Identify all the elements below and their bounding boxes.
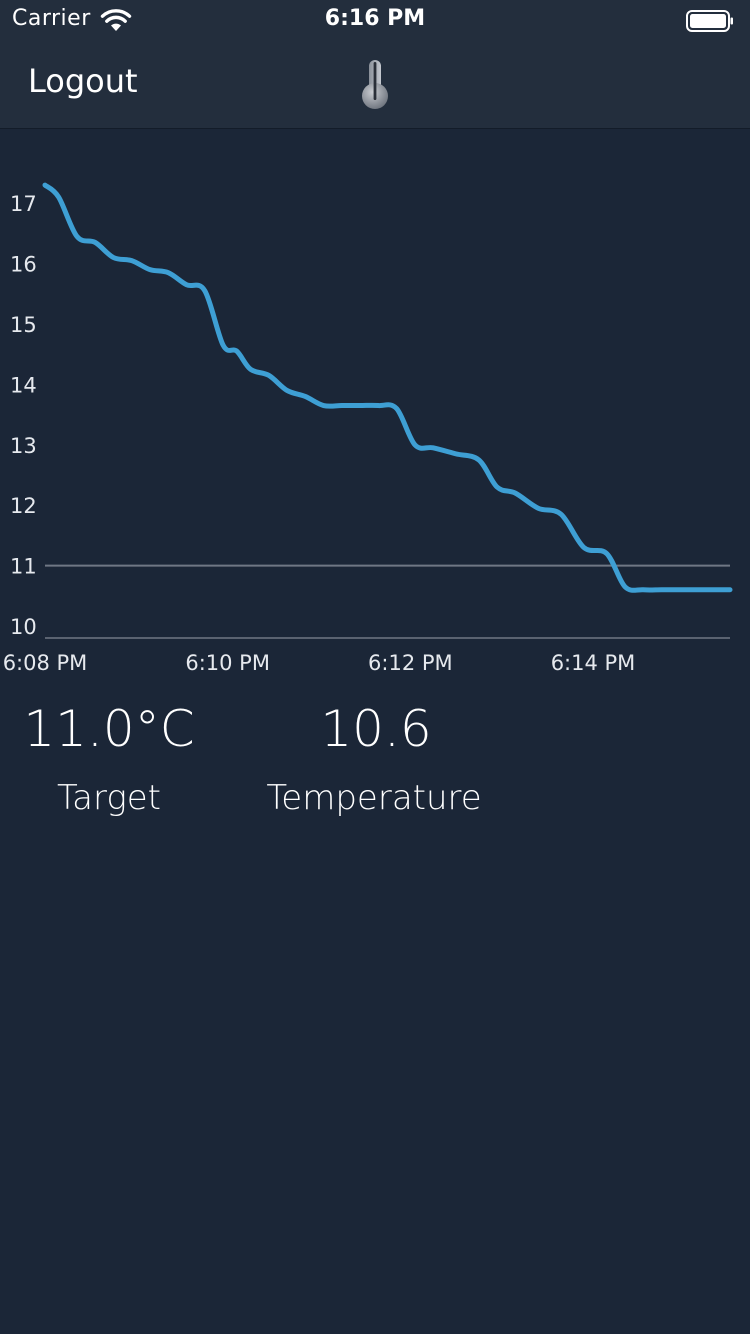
x-tick-label: 6:08 PM (3, 651, 88, 675)
wifi-icon (100, 9, 132, 31)
target-label: Target (56, 778, 161, 818)
x-axis-ticks: 6:08 PM 6:10 PM 6:12 PM 6:14 PM (3, 651, 636, 675)
y-axis-ticks: 17 16 15 14 13 12 11 10 (10, 192, 37, 639)
y-tick-label: 15 (10, 313, 37, 337)
y-tick-label: 14 (10, 373, 37, 397)
y-tick-label: 10 (10, 615, 37, 639)
temperature-value: 10.6 (320, 700, 432, 758)
logout-button[interactable]: Logout (28, 62, 138, 100)
x-tick-label: 6:14 PM (551, 651, 636, 675)
battery-icon (686, 10, 733, 32)
x-tick-label: 6:12 PM (368, 651, 453, 675)
y-tick-label: 16 (10, 253, 37, 277)
temperature-series-line (42, 182, 733, 593)
status-time: 6:16 PM (324, 6, 426, 31)
target-value: 11.0°C (23, 700, 195, 758)
y-tick-label: 13 (10, 434, 37, 458)
y-tick-label: 17 (10, 192, 37, 216)
status-bar: Carrier 6:16 PM (0, 0, 750, 40)
nav-bar: Logout (0, 40, 750, 129)
x-tick-label: 6:10 PM (185, 651, 270, 675)
y-tick-label: 12 (10, 494, 37, 518)
temperature-label: Temperature (266, 778, 482, 818)
carrier-label: Carrier (12, 6, 91, 31)
thermometer-icon (362, 60, 388, 109)
y-tick-label: 11 (10, 555, 37, 579)
